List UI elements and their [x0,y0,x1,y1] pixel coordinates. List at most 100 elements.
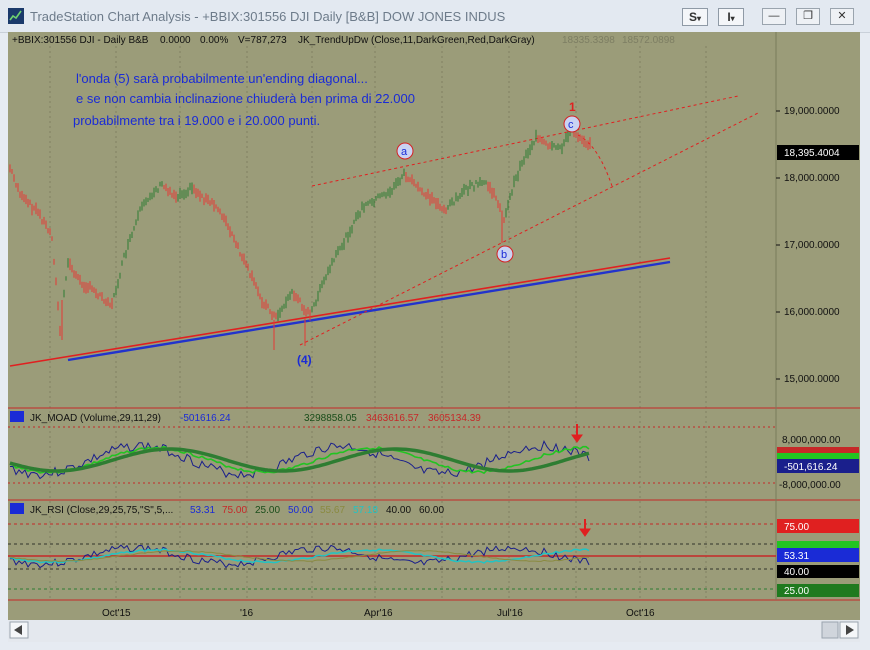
rsi-value-2: 75.00 [222,505,247,516]
blue-trendline [67,260,671,362]
rsi-value-8: 60.00 [419,505,444,516]
price-tick-marks [776,110,780,380]
title-bar: TradeStation Chart Analysis - +BBIX:3015… [0,0,870,33]
i-menu-button[interactable]: I▾ [718,8,744,26]
price-tick: 16,000.0000 [784,307,840,318]
header-value-2: 0.00% [200,35,228,46]
time-tick: Oct'16 [626,608,655,619]
time-tick: '16 [240,608,253,619]
rsi-value-3: 25.00 [255,505,280,516]
price-axis: 19,000.0000 18,000.0000 17,000.0000 16,0… [784,106,840,385]
dropdown-icon: ▾ [730,14,735,23]
rsi-axis-marker-green [777,541,859,548]
arrow-right-icon [846,625,854,635]
rsi-last-box [777,548,859,562]
rsi-line [9,544,590,569]
moad-last-box [777,459,859,473]
rsi-value-5: 55.67 [320,505,345,516]
lower-dashed-trendline [299,111,761,346]
moad-value-4: 3605134.39 [428,413,481,424]
rsi-25-box [777,584,859,597]
price-bars [9,125,591,350]
rsi-value-1: 53.31 [190,505,215,516]
window-title: TradeStation Chart Analysis - +BBIX:3015… [30,9,506,24]
rsi-axis-40: 40.00 [784,567,809,578]
moad-value-3: 3463616.57 [366,413,419,424]
header-volume: V=787,273 [238,35,287,46]
rsi-40-box [777,565,859,578]
annotation-line-2: e se non cambia inclinazione chiuderà be… [76,91,415,106]
wave-b-label: b [501,249,507,261]
minimize-button[interactable]: — [762,8,786,25]
price-tick: 15,000.0000 [784,374,840,385]
rsi-value-4: 50.00 [288,505,313,516]
time-axis: Oct'15 '16 Apr'16 Jul'16 Oct'16 [102,608,655,619]
moad-axis-bottom: -8,000,000.00 [779,480,841,491]
red-arrow-moad [571,424,583,443]
annotation-line-1: l'onda (5) sarà probabilmente un'ending … [76,71,368,86]
restore-button[interactable]: ❐ [796,8,820,25]
s-menu-button[interactable]: S▾ [682,8,708,26]
moad-value-2: 3298858.05 [304,413,357,424]
close-button[interactable]: ✕ [830,8,854,25]
wave-c-circle [563,115,581,133]
chart-header: +BBIX:301556 DJI - Daily B&B [12,35,149,46]
s-button-label: S [688,10,697,24]
moad-last-label: -501,616.24 [784,462,838,473]
header-value-4: 18572.0898 [622,35,675,46]
lower-red-trendline [9,257,671,367]
wave-c-label: c [568,119,574,131]
price-tick: 19,000.0000 [784,106,840,117]
upper-dashed-trendline [311,95,739,187]
minimize-icon: — [768,10,780,22]
moad-axis-marker-red [777,447,859,453]
wave-a-label: a [401,146,408,158]
red-arrow-rsi [579,519,591,537]
time-tick: Jul'16 [497,608,523,619]
projection-dashed-curve [577,134,613,187]
scroll-thumb[interactable] [821,621,839,639]
rsi-avg-line [9,550,590,562]
header-value-1: 0.0000 [160,35,191,46]
scrollbar-track[interactable] [8,620,860,642]
wave-1-label: 1 [569,100,576,114]
i-button-label: I [727,10,731,24]
last-price-label: 18,395.4004 [784,148,840,159]
rsi-icon[interactable] [10,503,24,514]
rsi-label: JK_RSI (Close,29,25,75,"S",5,... [30,505,173,516]
price-tick: 18,000.0000 [784,173,840,184]
header-study: JK_TrendUpDw (Close,11,DarkGreen,Red,Dar… [298,35,535,46]
annotation-line-3: probabilmente tra i 19.000 e i 20.000 pu… [73,113,320,128]
price-tick: 17,000.0000 [784,240,840,251]
rsi-axis-75: 75.00 [784,522,809,533]
rsi-value-7: 40.00 [386,505,411,516]
moad-axis-top: 8,000,000.00 [782,435,841,446]
vertical-grid [49,46,707,600]
header-value-3: 18335.3398 [562,35,615,46]
moad-icon[interactable] [10,411,24,422]
moad-volume-line [9,440,590,480]
time-axis-panel [8,601,776,620]
time-tick: Oct'15 [102,608,131,619]
close-icon: ✕ [837,10,847,22]
moad-label: JK_MOAD (Volume,29,11,29) [30,413,161,424]
app-icon [8,8,24,24]
rsi-lines [9,544,590,569]
rsi-axis-25: 25.00 [784,586,809,597]
moad-lines [9,440,590,480]
last-price-box [777,145,859,160]
moad-slow-line [9,447,590,473]
time-tick: Apr'16 [364,608,393,619]
wave-b-circle [496,245,514,263]
rsi-axis-5331: 53.31 [784,551,809,562]
moad-axis-marker-green [777,453,859,459]
wave-a-circle [396,142,414,160]
arrow-left-icon [14,625,22,635]
rsi-75-box [777,519,859,533]
rsi-signal-line [9,548,590,564]
rsi-value-6: 57.18 [353,505,378,516]
moad-value-1: -501616.24 [180,413,231,424]
wave-4-label: (4) [297,353,312,367]
